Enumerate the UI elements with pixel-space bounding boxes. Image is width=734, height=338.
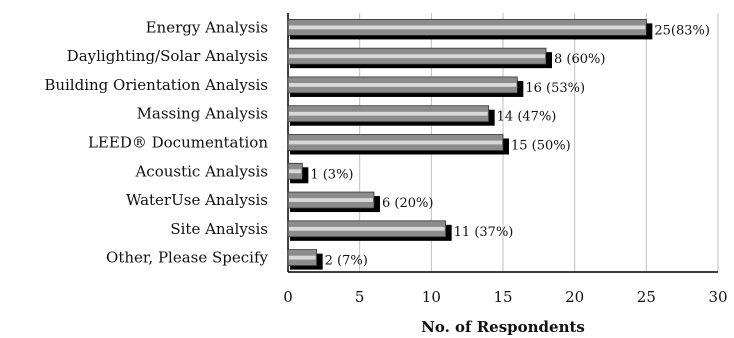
- category-label: Daylighting/Solar Analysis: [67, 47, 268, 65]
- data-label: 1 (3%): [310, 167, 353, 182]
- bar-highlight: [289, 255, 316, 260]
- data-label: 15 (50%): [511, 139, 571, 154]
- category-label: Site Analysis: [170, 220, 268, 238]
- data-label: 6 (20%): [382, 196, 433, 211]
- category-label: Massing Analysis: [137, 105, 268, 123]
- bar-highlight: [289, 25, 646, 30]
- category-label: Acoustic Analysis: [134, 162, 268, 180]
- x-axis-title: No. of Respondents: [421, 318, 585, 336]
- category-label: Energy Analysis: [146, 18, 268, 36]
- category-label: Other, Please Specify: [106, 249, 268, 267]
- data-label: 14 (47%): [497, 110, 557, 125]
- bar-highlight: [289, 198, 373, 202]
- category-label: WaterUse Analysis: [126, 191, 268, 209]
- category-label: LEED® Documentation: [88, 134, 268, 152]
- data-label: 2 (7%): [325, 254, 368, 269]
- bar-highlight: [289, 140, 502, 145]
- data-labels: 25(83%) 8 (60%) 16 (53%) 14 (47%) 15 (50%) 1 …: [310, 23, 710, 268]
- x-tick-label: 0: [283, 288, 293, 306]
- x-tick-label: 30: [708, 288, 727, 306]
- x-tick-label: 20: [565, 288, 584, 306]
- bars: [287, 18, 653, 270]
- bar-highlight: [289, 83, 517, 87]
- category-labels: Energy Analysis Daylighting/Solar Analysi…: [44, 18, 268, 266]
- bar-highlight: [289, 111, 488, 116]
- data-label: 11 (37%): [454, 225, 514, 240]
- bar-highlight: [289, 54, 545, 59]
- data-label: 16 (53%): [525, 81, 585, 96]
- x-tick-label: 5: [355, 288, 365, 306]
- category-label: Building Orientation Analysis: [44, 76, 268, 94]
- x-tick-label: 10: [422, 288, 441, 306]
- bar-highlight: [289, 169, 302, 174]
- x-tick-label: 25: [637, 288, 656, 306]
- x-tick-labels: 0 5 10 15 20 25 30: [283, 288, 727, 306]
- bar-highlight: [289, 226, 445, 231]
- data-label: 8 (60%): [554, 52, 605, 67]
- data-label: 25(83%): [654, 23, 710, 38]
- x-tick-label: 15: [493, 288, 512, 306]
